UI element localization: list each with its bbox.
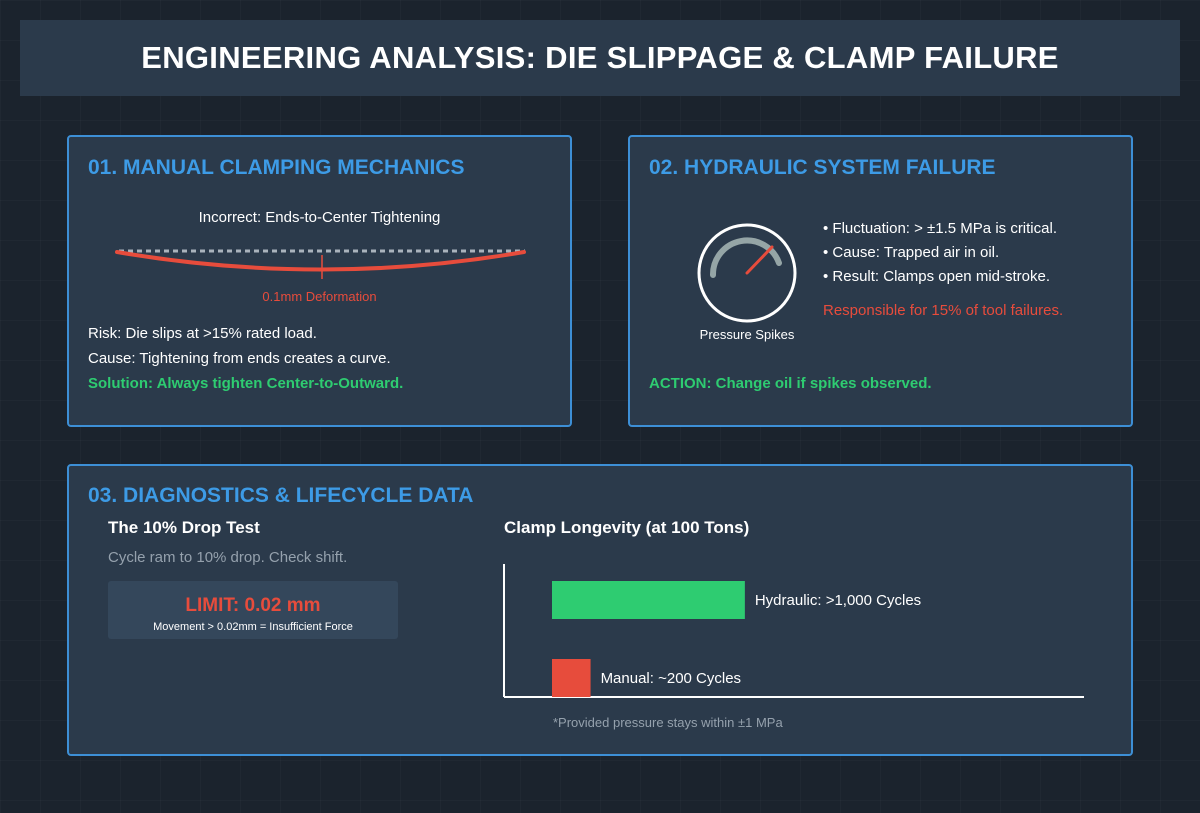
deformation-diagram — [115, 249, 526, 279]
hydraulic-failure-panel: 02. HYDRAULIC SYSTEM FAILURE Pressure Sp… — [628, 135, 1133, 427]
bullet-result: • Result: Clamps open mid-stroke. — [823, 268, 1050, 285]
panel-title-hydraulic: 02. HYDRAULIC SYSTEM FAILURE — [649, 156, 996, 179]
manual-clamping-panel: 01. MANUAL CLAMPING MECHANICS Incorrect:… — [67, 135, 572, 427]
bullet-cause: • Cause: Trapped air in oil. — [823, 244, 1000, 261]
title-banner: ENGINEERING ANALYSIS: DIE SLIPPAGE & CLA… — [20, 20, 1180, 96]
page-title: ENGINEERING ANALYSIS: DIE SLIPPAGE & CLA… — [141, 40, 1059, 75]
bar-label-manual: Manual: ~200 Cycles — [601, 670, 742, 687]
action-text: ACTION: Change oil if spikes observed. — [649, 375, 932, 392]
deformed-die-curve — [115, 250, 526, 272]
limit-box: LIMIT: 0.02 mm Movement > 0.02mm = Insuf… — [108, 581, 398, 639]
solution-text: Solution: Always tighten Center-to-Outwa… — [88, 375, 404, 392]
limit-value: LIMIT: 0.02 mm — [185, 595, 321, 616]
bar-hydraulic — [552, 581, 745, 619]
bullet-fluctuation: • Fluctuation: > ±1.5 MPa is critical. — [823, 220, 1057, 237]
clamp-longevity-chart: Hydraulic: >1,000 Cycles Manual: ~200 Cyc… — [503, 564, 1084, 698]
limit-note: Movement > 0.02mm = Insufficient Force — [153, 621, 353, 633]
panel-title-manual-clamping: 01. MANUAL CLAMPING MECHANICS — [88, 156, 465, 179]
panel-title-diagnostics: 03. DIAGNOSTICS & LIFECYCLE DATA — [88, 484, 474, 507]
chart-footnote: *Provided pressure stays within ±1 MPa — [553, 715, 783, 730]
pressure-gauge-icon — [697, 223, 797, 323]
drop-test-heading: The 10% Drop Test — [108, 518, 260, 537]
drop-test-description: Cycle ram to 10% drop. Check shift. — [108, 549, 348, 566]
bar-manual — [552, 659, 591, 697]
gauge-label: Pressure Spikes — [699, 327, 795, 342]
bar-label-hydraulic: Hydraulic: >1,000 Cycles — [755, 592, 921, 609]
deformation-label: 0.1mm Deformation — [262, 289, 377, 304]
diagram-caption: Incorrect: Ends-to-Center Tightening — [198, 209, 441, 226]
failure-stat: Responsible for 15% of tool failures. — [823, 302, 1064, 319]
risk-text: Risk: Die slips at >15% rated load. — [88, 325, 317, 342]
cause-text: Cause: Tightening from ends creates a cu… — [88, 350, 391, 367]
diagnostics-panel: 03. DIAGNOSTICS & LIFECYCLE DATA The 10%… — [67, 464, 1133, 756]
chart-title: Clamp Longevity (at 100 Tons) — [504, 518, 750, 537]
